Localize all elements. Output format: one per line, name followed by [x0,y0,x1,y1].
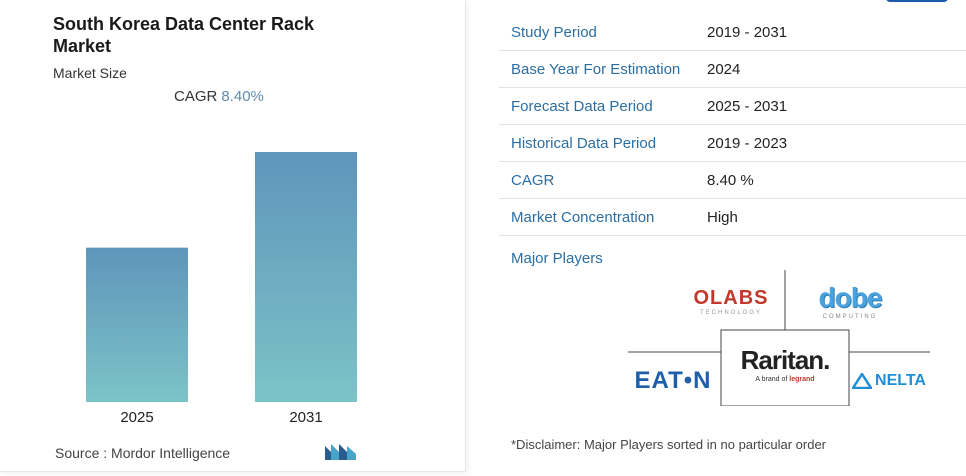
mordor-logo-icon [325,444,356,460]
x-tick-label: 2025 [120,409,153,426]
delta-logo-mark: NELTA [852,372,926,390]
top-accent-pill [886,0,948,2]
table-row-value: 8.40 % [707,171,754,189]
eaton-logo-text: EAT•N [634,367,712,394]
olabs-logo: OLABS TECHNOLOGY [686,284,776,318]
x-tick-label: 2031 [289,409,322,426]
chart-title: South Korea Data Center Rack Market [53,14,315,56]
table-row-key: Forecast Data Period [511,97,653,115]
market-summary-table: Study Period 2019 - 2031 Base Year For Est… [499,14,966,236]
table-row-value: 2019 - 2031 [707,23,788,41]
raritan-sub-brand: legrand [789,376,815,383]
dobe-logo-text: dobe [818,282,883,313]
table-row-key: Historical Data Period [511,134,657,152]
olabs-logo-sub: TECHNOLOGY [699,309,762,316]
table-row-value: 2025 - 2031 [707,97,788,115]
major-players-logos: OLABS TECHNOLOGY dobe COMPUTING Raritan.… [628,270,930,406]
table-row-value: 2024 [707,60,741,78]
major-players-label: Major Players [511,250,603,267]
dobe-logo-sub: COMPUTING [822,314,878,320]
table-row: CAGR 8.40 % [499,162,966,199]
table-row-value: High [707,208,738,226]
olabs-logo-text: OLABS [693,286,769,309]
delta-logo-text: NELTA [875,372,926,389]
bar-2025 [86,247,188,402]
raritan-logo-text: Raritan. [740,345,831,375]
table-row: Base Year For Estimation 2024 [499,51,966,88]
table-row-key: Base Year For Estimation [511,60,681,78]
table-row-key: Market Concentration [511,208,655,226]
bar-chart-svg: 2025 2031 [86,152,357,426]
raritan-logo-sub: A brand of legrand [755,376,814,383]
table-row-key: CAGR [511,171,555,189]
delta-logo: NELTA [850,366,928,396]
source-note: Source : Mordor Intelligence [55,445,231,461]
chart-subtitle: Market Size [53,65,127,81]
table-row: Forecast Data Period 2025 - 2031 [499,88,966,125]
market-size-card: South Korea Data Center Rack Market Mark… [0,0,466,472]
bar-2031 [255,152,357,402]
table-row: Study Period 2019 - 2031 [499,14,966,51]
bar-chart: 2025 2031 [60,110,400,430]
logos-grid-lines [628,270,930,406]
raritan-logo: Raritan. A brand of legrand [728,340,842,388]
table-row-key: Study Period [511,23,597,41]
eaton-logo: EAT•N [630,366,716,396]
raritan-sub-prefix: A brand of [755,376,788,383]
disclaimer-note: *Disclaimer: Major Players sorted in no … [511,437,827,452]
cagr-value: 8.40% [221,88,264,105]
table-row: Historical Data Period 2019 - 2023 [499,125,966,162]
table-row: Market Concentration High [499,199,966,236]
cagr-indicator: CAGR 8.40% [174,88,264,105]
table-row-value: 2019 - 2023 [707,134,788,152]
dobe-logo: dobe COMPUTING [802,280,898,322]
cagr-label: CAGR [174,88,218,105]
delta-triangle-icon [852,373,873,389]
